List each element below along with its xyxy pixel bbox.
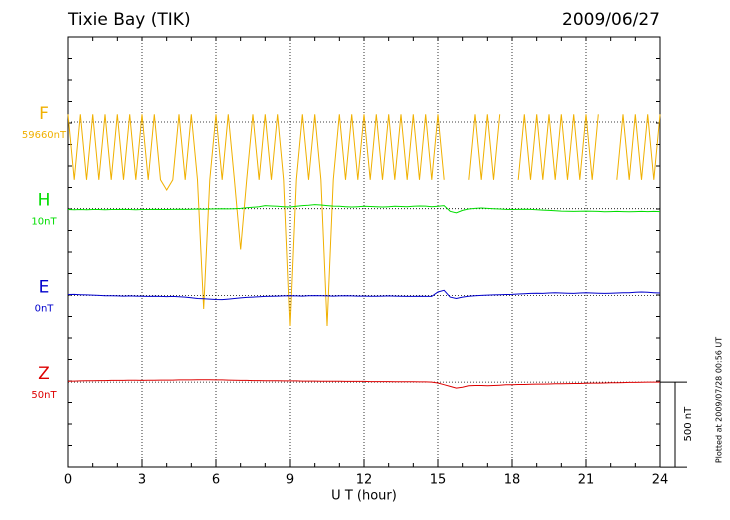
x-tick-label: 9 (286, 473, 294, 488)
scale-bar-label: 500 nT (683, 406, 694, 442)
x-tick-label: 18 (504, 473, 521, 488)
series-line (67, 379, 660, 389)
series-line (67, 204, 661, 214)
footer-note: Plotted at 2009/07/28 00:56 UT (715, 337, 724, 463)
x-tick-label: 3 (138, 473, 146, 488)
series-baseline: 59660nT (22, 130, 67, 141)
x-tick-label: 0 (64, 473, 72, 488)
series-line (67, 289, 661, 301)
series-baseline: 50nT (31, 390, 57, 401)
chart-date: 2009/06/27 (562, 10, 660, 30)
x-axis-label: U T (hour) (331, 489, 397, 504)
series-name: H (38, 191, 51, 211)
series-name: E (39, 277, 50, 297)
series-name: Z (38, 364, 50, 384)
chart-title: Tixie Bay (TIK) (67, 10, 191, 30)
x-tick-label: 21 (578, 473, 595, 488)
plot-frame (67, 36, 661, 468)
x-tick-label: 6 (212, 473, 220, 488)
series-line (67, 114, 661, 327)
series-baseline: 0nT (35, 303, 55, 314)
series-name: F (39, 104, 49, 124)
x-tick-label: 12 (356, 473, 373, 488)
x-tick-label: 15 (430, 473, 447, 488)
x-tick-label: 24 (652, 473, 669, 488)
series-baseline: 10nT (31, 217, 57, 228)
